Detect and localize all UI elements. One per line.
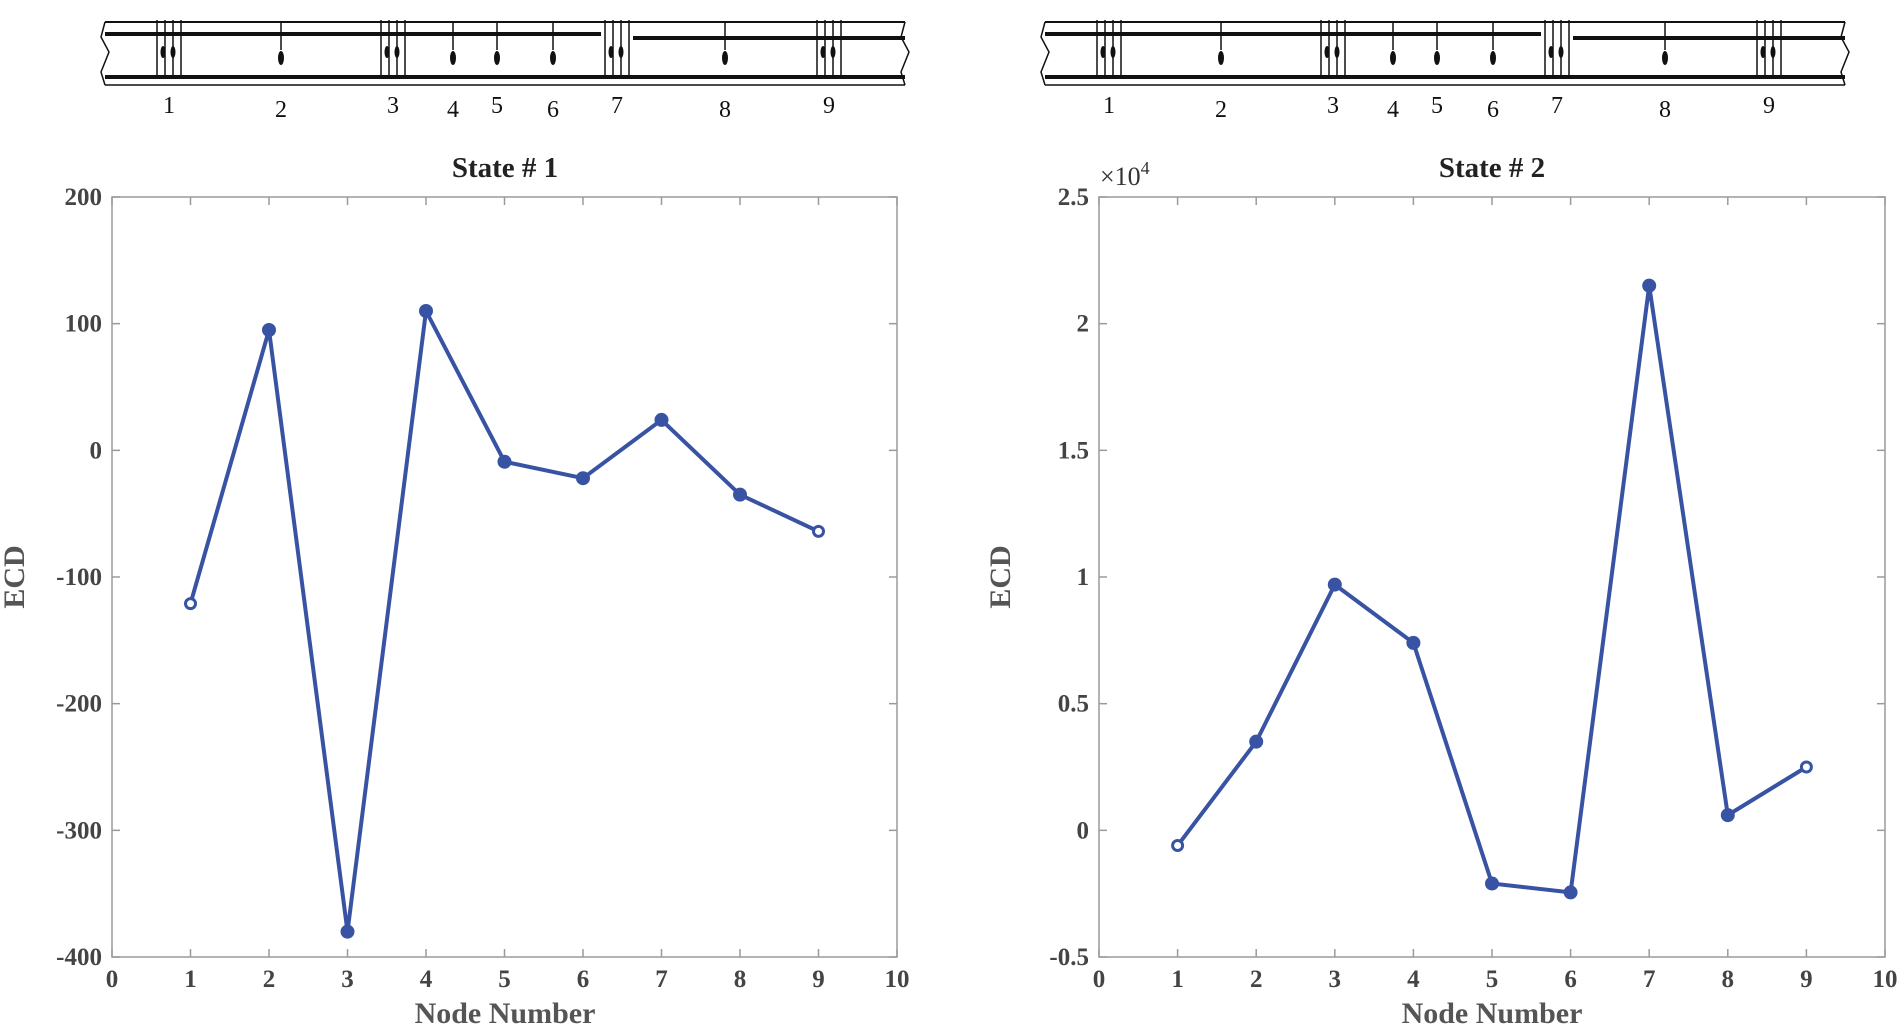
data-point xyxy=(812,524,825,538)
y-axis-exponent-power: 4 xyxy=(1141,158,1150,178)
y-tick-label: 1.5 xyxy=(1058,437,1089,464)
axes-state-1: 0 1 2 3 4 5 6 7 8 9 10 200 100 0 -100 -200 -300 -400 xyxy=(56,184,909,993)
x-tick-label: 1 xyxy=(184,966,197,993)
x-tick-label: 10 xyxy=(1873,966,1898,993)
x-tick-label: 0 xyxy=(106,966,119,993)
plot-area-state-1 xyxy=(111,196,898,958)
schematic-node-label: 2 xyxy=(275,97,287,123)
data-point xyxy=(340,924,355,939)
chart-title-state-1: State # 1 xyxy=(452,152,558,184)
y-tick-label: 0 xyxy=(90,437,103,464)
y-tick-label: 100 xyxy=(65,311,103,338)
x-tick-label: 2 xyxy=(1250,966,1263,993)
data-point xyxy=(184,597,197,611)
schematic-node-label: 1 xyxy=(1103,93,1115,119)
schematic-node-label: 6 xyxy=(547,97,559,123)
y-tick-label: 2 xyxy=(1077,311,1090,338)
x-tick-label: 5 xyxy=(498,966,511,993)
data-point xyxy=(1720,808,1735,823)
x-tick-label: 8 xyxy=(734,966,747,993)
y-axis-label-state-2: ECD xyxy=(984,545,1017,608)
data-marks-state-2 xyxy=(1171,278,1813,900)
y-axis-exponent-base: ×10 xyxy=(1100,162,1141,191)
y-tick-label: -300 xyxy=(56,817,102,844)
data-point xyxy=(262,323,276,337)
schematic-node-label: 9 xyxy=(1763,93,1775,119)
x-tick-label: 4 xyxy=(420,966,433,993)
data-point xyxy=(1327,577,1342,592)
y-axis-label-state-1: ECD xyxy=(0,545,31,608)
data-point xyxy=(654,412,669,427)
data-point xyxy=(419,304,433,318)
x-tick-label: 8 xyxy=(1722,966,1735,993)
schematic-lines xyxy=(1040,20,1850,86)
plot-area-state-2 xyxy=(1098,196,1886,958)
schematic-node-label: 3 xyxy=(1327,93,1339,119)
y-tick-label: 200 xyxy=(65,184,103,211)
data-point xyxy=(733,487,747,502)
data-point xyxy=(497,454,512,469)
y-tick-label: 0 xyxy=(1077,817,1090,844)
schematic-node-label: 9 xyxy=(823,93,835,119)
x-tick-label: 7 xyxy=(1643,966,1656,993)
x-tick-label: 6 xyxy=(577,966,590,993)
x-tick-label: 3 xyxy=(1329,966,1342,993)
x-tick-label: 7 xyxy=(655,966,668,993)
schematic-node-label: 5 xyxy=(1431,93,1443,119)
schematic-node-label: 8 xyxy=(1659,97,1671,123)
schematic-node-label: 7 xyxy=(1551,93,1563,119)
y-tick-label: -100 xyxy=(56,564,102,591)
data-point xyxy=(1171,839,1185,853)
schematic-lines xyxy=(100,20,910,86)
y-tick-label: 0.5 xyxy=(1058,691,1089,718)
x-tick-label: 6 xyxy=(1564,966,1577,993)
x-axis-label-state-1: Node Number xyxy=(415,997,596,1030)
x-tick-label: 2 xyxy=(263,966,276,993)
schematic-node-label: 4 xyxy=(447,97,459,123)
data-marks-state-1 xyxy=(184,304,825,939)
x-tick-label: 0 xyxy=(1093,966,1106,993)
well-schematic-diagram-state-2: 1 2 3 4 5 6 7 8 9 xyxy=(1040,20,1850,123)
y-tick-label: -0.5 xyxy=(1049,944,1089,971)
axes-state-2: 0 1 2 3 4 5 6 7 8 9 102.521.510.50-0.5 xyxy=(1049,184,1897,993)
x-tick-label: 9 xyxy=(812,966,825,993)
schematic-node-label: 6 xyxy=(1487,97,1499,123)
data-point xyxy=(1799,760,1813,774)
y-tick-label: 2.5 xyxy=(1058,184,1089,211)
x-tick-label: 4 xyxy=(1407,966,1420,993)
schematic-node-label: 4 xyxy=(1387,97,1399,123)
y-axis-exponent-state-2: ×104 xyxy=(1100,158,1150,191)
data-point xyxy=(1406,635,1421,650)
data-point xyxy=(1563,885,1578,900)
schematic-node-label: 2 xyxy=(1215,97,1227,123)
data-point xyxy=(1485,876,1499,891)
schematic-node-label: 8 xyxy=(719,97,731,123)
y-tick-label: 1 xyxy=(1077,564,1090,591)
schematic-node-label: 5 xyxy=(491,93,503,119)
x-tick-label: 1 xyxy=(1171,966,1184,993)
schematic-node-label: 7 xyxy=(611,93,623,119)
data-point xyxy=(576,471,590,486)
x-tick-label: 3 xyxy=(341,966,354,993)
schematic-node-label: 3 xyxy=(387,93,399,119)
x-axis-label-state-2: Node Number xyxy=(1402,997,1583,1030)
data-point xyxy=(1642,278,1657,293)
well-schematic-diagram-state-1: 1 2 3 4 5 6 7 8 9 xyxy=(100,20,910,123)
x-tick-label: 9 xyxy=(1800,966,1813,993)
y-tick-label: -400 xyxy=(56,944,102,971)
x-tick-label: 10 xyxy=(885,966,910,993)
chart-title-state-2: State # 2 xyxy=(1439,152,1545,184)
x-tick-label: 5 xyxy=(1486,966,1499,993)
data-point xyxy=(1249,734,1264,749)
schematic-node-label: 1 xyxy=(163,93,175,119)
y-tick-label: -200 xyxy=(56,691,102,718)
